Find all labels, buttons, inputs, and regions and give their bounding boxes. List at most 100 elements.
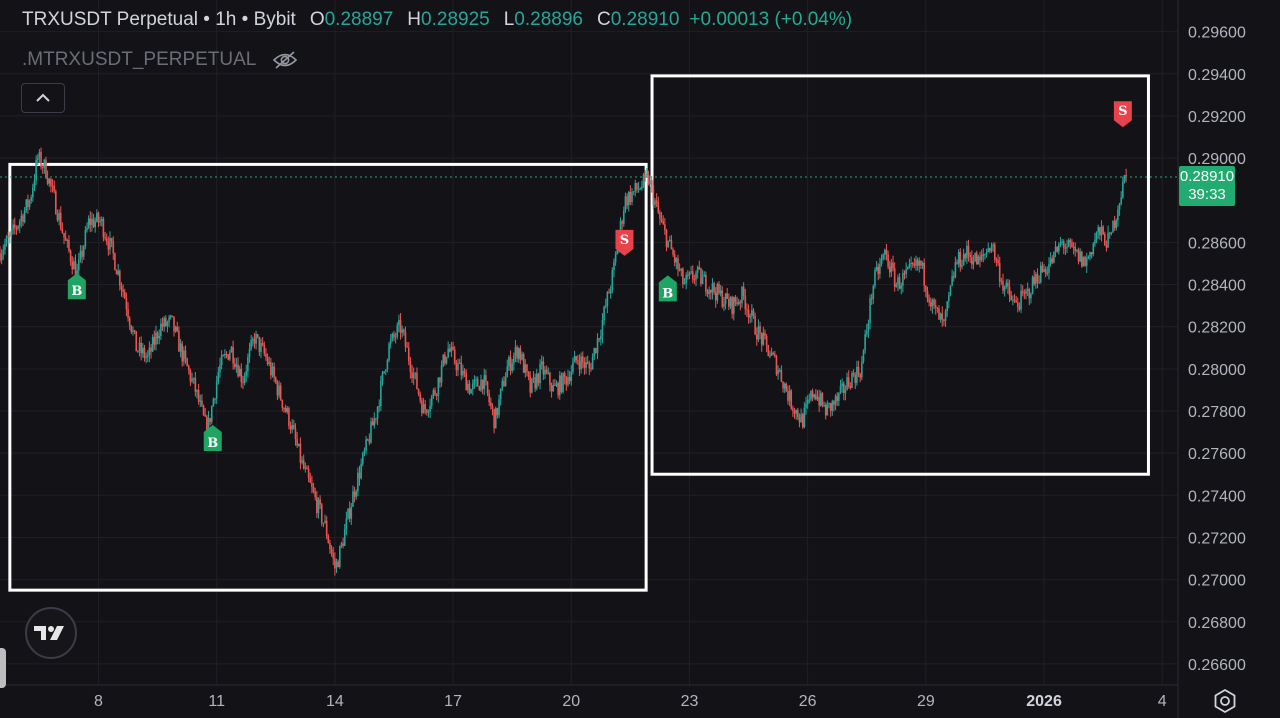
candle-body xyxy=(279,385,282,400)
candle-body xyxy=(532,377,535,379)
collapse-legend-button[interactable] xyxy=(21,83,65,113)
candle-body xyxy=(270,362,272,376)
candle-body xyxy=(82,246,85,257)
candle-body xyxy=(586,361,589,364)
candle-body xyxy=(286,408,289,412)
candle-body xyxy=(1076,249,1078,251)
candle-body xyxy=(670,239,673,250)
candle-body xyxy=(1023,292,1026,294)
candle-body xyxy=(217,372,220,382)
candle-body xyxy=(654,200,656,205)
candle-body xyxy=(675,258,678,263)
gear-icon[interactable] xyxy=(1212,688,1238,714)
candle-body xyxy=(611,270,614,290)
candle-body xyxy=(504,377,507,387)
candle-body xyxy=(739,301,742,304)
candle-body xyxy=(613,262,615,271)
candle-body xyxy=(678,269,681,271)
candle-body xyxy=(7,236,10,238)
candle-body xyxy=(775,356,778,375)
candle-body xyxy=(634,183,637,192)
candle-body xyxy=(291,424,294,430)
candle-body xyxy=(314,491,316,498)
candle-body xyxy=(772,352,774,355)
candle-body xyxy=(235,364,238,367)
candle-body xyxy=(841,383,843,387)
candle-body xyxy=(788,390,791,401)
candle-body xyxy=(879,264,881,274)
eye-off-icon[interactable] xyxy=(272,50,298,70)
candle-body xyxy=(1112,220,1114,233)
candle-body xyxy=(527,371,530,377)
candle-body xyxy=(5,236,8,244)
candle-body xyxy=(844,389,847,394)
candle-body xyxy=(1097,227,1100,233)
price-tick-label: 0.26800 xyxy=(1188,615,1246,632)
candle-body xyxy=(665,229,668,248)
candle-body xyxy=(38,151,41,158)
candle-body xyxy=(920,260,922,266)
candle-body xyxy=(1125,175,1127,177)
candle-body xyxy=(652,185,655,205)
candle-body xyxy=(232,346,234,364)
candle-body xyxy=(340,543,343,547)
candle-body xyxy=(880,258,883,265)
candle-body xyxy=(567,376,569,385)
candle-body xyxy=(327,536,330,544)
side-panel-handle[interactable] xyxy=(0,648,6,688)
candle-body xyxy=(626,196,628,206)
candle-body xyxy=(1090,252,1093,255)
candle-body xyxy=(805,403,807,408)
candle-body xyxy=(43,159,46,168)
candle-body xyxy=(851,372,853,388)
tradingview-logo-icon[interactable] xyxy=(25,607,77,659)
candle-body xyxy=(164,318,167,326)
candle-body xyxy=(1118,203,1121,210)
time-axis: 8 11 14 17 20 23 26 29 2026 4 xyxy=(94,693,1167,710)
candle-body xyxy=(1036,274,1039,283)
candle-body xyxy=(196,389,198,392)
candle-body xyxy=(183,350,185,362)
candle-body xyxy=(406,346,408,348)
candle-body xyxy=(2,250,5,255)
candle-body xyxy=(554,384,556,386)
candle-body xyxy=(378,406,381,408)
candle-body xyxy=(1021,290,1024,293)
candle-body xyxy=(283,407,285,409)
candle-body xyxy=(754,315,756,335)
candle-body xyxy=(311,482,313,488)
candle-body xyxy=(142,347,144,354)
candle-body xyxy=(422,404,425,414)
candle-body xyxy=(130,325,133,333)
candle-body xyxy=(642,174,645,187)
candle-body xyxy=(334,558,336,569)
open-label: O xyxy=(309,9,325,30)
candle-body xyxy=(450,346,453,352)
candle-body xyxy=(440,365,443,383)
candle-body xyxy=(92,218,95,228)
candle-body xyxy=(1061,241,1063,243)
interval[interactable]: 1h xyxy=(215,9,237,30)
candle-body xyxy=(925,285,927,291)
candle-body xyxy=(345,518,348,530)
candle-body xyxy=(133,330,136,332)
candle-body xyxy=(714,292,717,301)
candle-body xyxy=(309,477,312,483)
candle-body xyxy=(918,260,921,266)
candle-body xyxy=(847,377,850,386)
candle-body xyxy=(585,361,587,368)
candle-body xyxy=(1028,289,1031,299)
candle-body xyxy=(186,358,188,367)
candle-body xyxy=(650,180,653,186)
candle-body xyxy=(160,323,162,336)
candle-body xyxy=(649,180,651,184)
symbol-name[interactable]: TRXUSDT Perpetual xyxy=(22,9,198,30)
candle-body xyxy=(260,343,262,352)
low-label: L xyxy=(503,9,515,30)
price-tick-label: 0.28600 xyxy=(1188,235,1246,252)
candle-body xyxy=(363,450,366,453)
candle-body xyxy=(1018,306,1021,310)
trade-markers: B B S B S xyxy=(67,101,1132,451)
buy-marker-label: B xyxy=(207,436,218,451)
